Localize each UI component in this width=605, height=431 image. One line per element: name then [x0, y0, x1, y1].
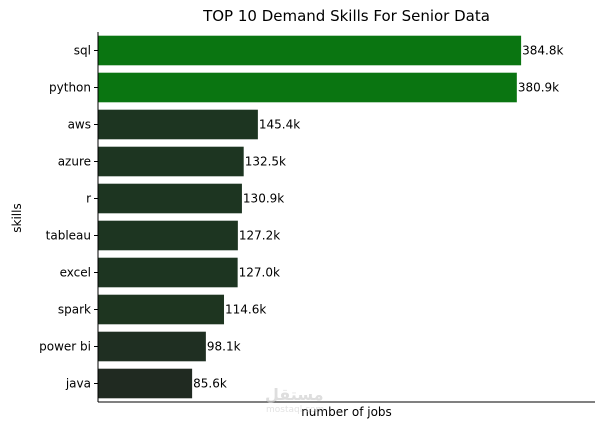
bar-power-bi	[98, 331, 206, 362]
y-tick-label: java	[65, 377, 91, 391]
data-label: 98.1k	[207, 340, 241, 354]
y-tick-label: r	[86, 192, 91, 206]
data-label: 384.8k	[522, 44, 563, 58]
y-tick-label: python	[49, 81, 91, 95]
data-label: 145.4k	[259, 118, 300, 132]
y-tick-label: azure	[58, 155, 91, 169]
bar-tableau	[98, 220, 238, 251]
bar-r	[98, 183, 242, 214]
data-label: 380.9k	[518, 81, 559, 95]
data-label: 85.6k	[193, 377, 227, 391]
chart-title: TOP 10 Demand Skills For Senior Data	[203, 7, 490, 25]
y-tick-label: spark	[58, 303, 91, 317]
data-label: 130.9k	[243, 192, 284, 206]
watermark-subtext: mostaql.com	[266, 405, 325, 415]
y-tick-label: power bi	[39, 340, 91, 354]
bar-python	[98, 72, 517, 103]
y-tick-label: tableau	[46, 229, 91, 243]
data-label: 132.5k	[245, 155, 286, 169]
bar-azure	[98, 146, 244, 177]
y-tick-label: sql	[74, 44, 91, 58]
data-label: 114.6k	[225, 303, 266, 317]
data-label: 127.0k	[239, 266, 280, 280]
x-axis-label: number of jobs	[301, 405, 392, 419]
bar-aws	[98, 109, 258, 140]
bar-spark	[98, 294, 225, 325]
bar-excel	[98, 257, 238, 288]
y-tick-label: aws	[68, 118, 91, 132]
bar-sql	[98, 35, 522, 66]
bar-java	[98, 368, 193, 399]
y-tick-label: excel	[60, 266, 91, 280]
watermark-logo: مستقل	[265, 385, 324, 404]
data-label: 127.2k	[239, 229, 280, 243]
